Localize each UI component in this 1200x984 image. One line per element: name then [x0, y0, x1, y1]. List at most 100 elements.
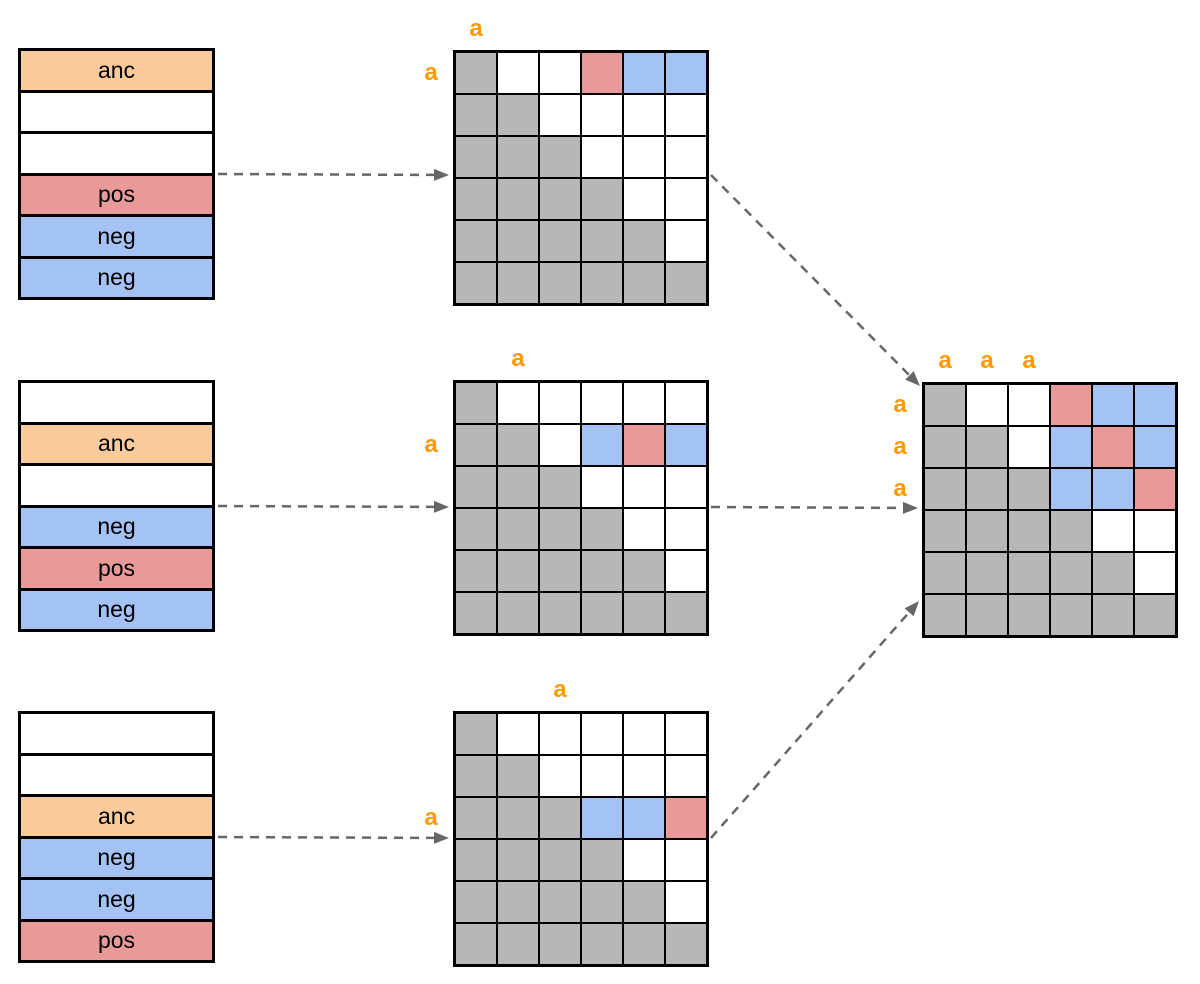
mask-3-cell-r5-c3-masked: [581, 923, 623, 965]
token-cell-blank: [21, 134, 212, 176]
token-cell-blank: [21, 755, 212, 797]
mask-2-cell-r2-c0-masked: [455, 466, 497, 508]
mask-1-cell-r3-c0-masked: [455, 178, 497, 220]
mask-3-cell-r1-c0-masked: [455, 755, 497, 797]
mask-2-cell-r5-c5-masked: [665, 592, 707, 634]
mask-3-cell-r5-c5-masked: [665, 923, 707, 965]
mask-2-cell-r0-c0-masked: [455, 382, 497, 424]
mask-3-cell-r0-c0-masked: [455, 713, 497, 755]
token-label: neg: [97, 885, 136, 912]
mask-3-cell-r2-c5-pos: [665, 797, 707, 839]
mask-2-cell-r3-c2-masked: [539, 508, 581, 550]
mask-1-cell-r3-c1-masked: [497, 178, 539, 220]
mask-1-cell-r4-c4-masked: [623, 220, 665, 262]
combined-cell-r4-c4-masked: [1092, 552, 1134, 594]
mask-1-cell-r2-c3-empty: [581, 136, 623, 178]
token-label: anc: [97, 430, 136, 457]
anchor-row-label: a: [893, 475, 907, 502]
anchor-col-label: a: [980, 347, 994, 374]
mask-1-cell-r5-c4-masked: [623, 262, 665, 304]
mask-3-cell-r5-c4-masked: [623, 923, 665, 965]
token-list-example-3: anc neg neg pos: [18, 711, 215, 963]
attention-mask-example-2: [453, 380, 709, 636]
mask-2-cell-r3-c5-empty: [665, 508, 707, 550]
mask-1-cell-r2-c0-masked: [455, 136, 497, 178]
token-cell-blank: [21, 92, 212, 134]
mask-2-cell-r3-c3-masked: [581, 508, 623, 550]
token-label: neg: [97, 596, 136, 623]
mask-3-cell-r0-c2-empty: [539, 713, 581, 755]
mask-3-cell-r3-c2-masked: [539, 839, 581, 881]
token-cell-anc: anc: [21, 51, 212, 93]
token-cell-pos: pos: [21, 175, 212, 217]
mask-2-cell-r4-c4-masked: [623, 550, 665, 592]
token-cell-neg: neg: [21, 258, 212, 297]
mask-1-cell-r0-c0-masked: [455, 52, 497, 94]
mask-3-cell-r2-c2-masked: [539, 797, 581, 839]
token-cell-blank: [21, 466, 212, 508]
token-cell-anc: anc: [21, 424, 212, 466]
mask-1-cell-r4-c3-masked: [581, 220, 623, 262]
mask-2-cell-r4-c3-masked: [581, 550, 623, 592]
combined-cell-r2-c5-pos: [1134, 468, 1176, 510]
mask-3-cell-r2-c0-masked: [455, 797, 497, 839]
mask-1-cell-r3-c5-empty: [665, 178, 707, 220]
mask-2-cell-r1-c5-neg: [665, 424, 707, 466]
mask-3-cell-r4-c1-masked: [497, 881, 539, 923]
mask-3-cell-r0-c3-empty: [581, 713, 623, 755]
combined-cell-r5-c3-masked: [1050, 594, 1092, 636]
mask-3-cell-r4-c2-masked: [539, 881, 581, 923]
mask-2-cell-r5-c4-masked: [623, 592, 665, 634]
token-label: neg: [97, 844, 136, 871]
anchor-row-label: a: [424, 431, 438, 458]
combined-cell-r2-c0-masked: [924, 468, 966, 510]
mask-2-cell-r0-c1-empty: [497, 382, 539, 424]
mask-2-cell-r4-c1-masked: [497, 550, 539, 592]
anchor-row-label: a: [893, 433, 907, 460]
mask-3-cell-r3-c1-masked: [497, 839, 539, 881]
arrow-tokens-1-to-mask-1: [217, 168, 449, 181]
mask-1-cell-r4-c0-masked: [455, 220, 497, 262]
mask-1-cell-r5-c3-masked: [581, 262, 623, 304]
mask-2-cell-r2-c5-empty: [665, 466, 707, 508]
mask-2-cell-r3-c1-masked: [497, 508, 539, 550]
mask-2-cell-r3-c0-masked: [455, 508, 497, 550]
mask-3-cell-r0-c5-empty: [665, 713, 707, 755]
mask-2-cell-r4-c2-masked: [539, 550, 581, 592]
combined-cell-r3-c5-empty: [1134, 510, 1176, 552]
arrow-mask-1-to-combined-mask: [710, 174, 920, 386]
mask-3-cell-r2-c3-neg: [581, 797, 623, 839]
combined-cell-r4-c0-masked: [924, 552, 966, 594]
mask-1-cell-r4-c2-masked: [539, 220, 581, 262]
mask-3-cell-r0-c1-empty: [497, 713, 539, 755]
token-cell-neg: neg: [21, 217, 212, 259]
mask-3-cell-r4-c3-masked: [581, 881, 623, 923]
mask-1-cell-r0-c5-neg: [665, 52, 707, 94]
mask-3-cell-r1-c4-empty: [623, 755, 665, 797]
combined-cell-r2-c2-masked: [1008, 468, 1050, 510]
mask-1-cell-r4-c1-masked: [497, 220, 539, 262]
arrow-tokens-3-to-mask-3: [217, 831, 449, 844]
mask-2-cell-r0-c4-empty: [623, 382, 665, 424]
mask-2-cell-r1-c1-masked: [497, 424, 539, 466]
mask-1-cell-r0-c3-pos: [581, 52, 623, 94]
combined-cell-r5-c0-masked: [924, 594, 966, 636]
token-cell-blank: [21, 383, 212, 425]
mask-2-cell-r5-c3-masked: [581, 592, 623, 634]
anchor-col-label: a: [511, 345, 525, 372]
mask-2-cell-r1-c2-empty: [539, 424, 581, 466]
combined-cell-r3-c4-empty: [1092, 510, 1134, 552]
arrow-tokens-2-to-mask-2: [217, 500, 449, 513]
combined-cell-r1-c0-masked: [924, 426, 966, 468]
combined-cell-r4-c3-masked: [1050, 552, 1092, 594]
mask-2-cell-r0-c5-empty: [665, 382, 707, 424]
mask-1-cell-r2-c5-empty: [665, 136, 707, 178]
mask-1-cell-r5-c0-masked: [455, 262, 497, 304]
mask-1-cell-r5-c2-masked: [539, 262, 581, 304]
token-label: neg: [97, 513, 136, 540]
mask-2-cell-r2-c2-masked: [539, 466, 581, 508]
mask-1-cell-r3-c2-masked: [539, 178, 581, 220]
mask-1-cell-r1-c4-empty: [623, 94, 665, 136]
mask-3-cell-r4-c4-masked: [623, 881, 665, 923]
